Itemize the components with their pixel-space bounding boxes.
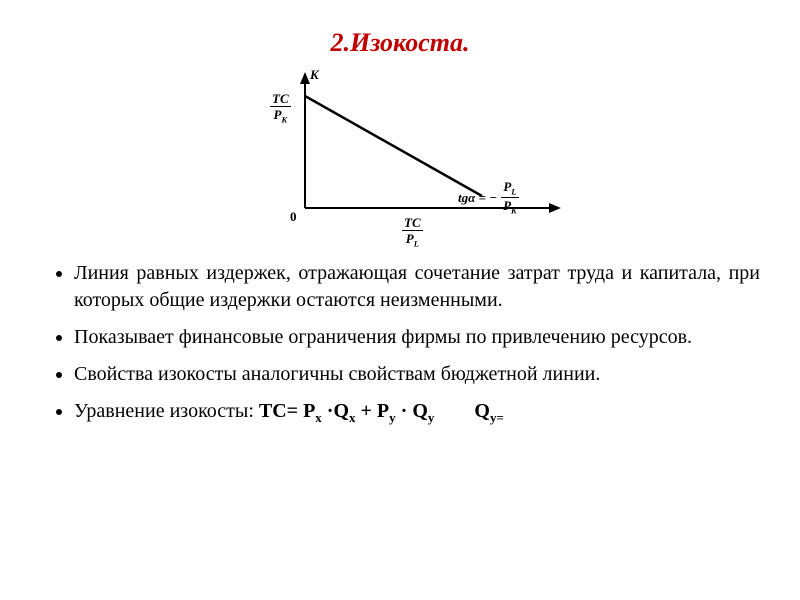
x-int-num: TC (402, 216, 423, 229)
y-int-den: PK (272, 108, 290, 124)
x-int-den: PL (404, 232, 421, 248)
x-intercept-label: TC PL (402, 216, 423, 248)
slide: 2.Изокоста. K 0 TC (0, 0, 800, 600)
x-axis-arrow (549, 203, 561, 213)
y-axis-arrow (300, 72, 310, 84)
x-int-den-sub: L (414, 239, 419, 249)
list-item: Свойства изокосты аналогичны свойствам б… (74, 361, 760, 388)
slope-label: tgα = − PL PK (458, 180, 519, 215)
x-int-den-base: P (406, 231, 414, 246)
slope-den-base: P (503, 198, 511, 213)
list-item: Линия равных издержек, отражающая сочета… (74, 260, 760, 314)
y-axis-label: K (310, 68, 319, 81)
isocost-line (305, 96, 482, 196)
y-int-den-sub: K (281, 115, 287, 125)
origin-label: 0 (290, 210, 297, 223)
isocost-chart: K 0 TC PK TC PL (220, 68, 580, 248)
slope-num: PL (501, 180, 518, 196)
list-item: Показывает финансовые ограничения фирмы … (74, 324, 760, 351)
slope-prefix: tgα = − (458, 191, 497, 204)
list-item: Уравнение изокосты: TC= Px ·Qx + Py · Qy… (74, 398, 760, 427)
slide-title: 2.Изокоста. (40, 28, 760, 58)
slope-den: PK (501, 199, 519, 215)
y-intercept-label: TC PK (270, 92, 291, 124)
chart-container: K 0 TC PK TC PL (40, 68, 760, 248)
y-int-num: TC (270, 92, 291, 105)
bullet-list: Линия равных издержек, отражающая сочета… (40, 260, 760, 427)
slope-den-sub: K (511, 206, 517, 216)
slope-num-sub: L (511, 187, 516, 197)
